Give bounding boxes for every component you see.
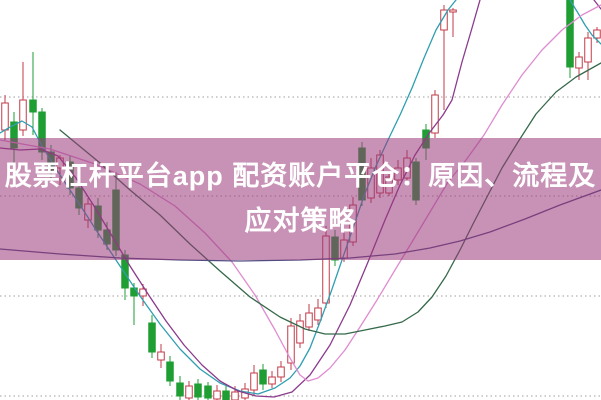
candle-up bbox=[296, 320, 304, 344]
candle-up bbox=[440, 9, 448, 31]
ma-mid-magenta bbox=[593, 0, 601, 10]
candle-up bbox=[593, 29, 601, 39]
candle-up bbox=[314, 307, 322, 321]
candle-up bbox=[431, 94, 439, 134]
candle-down bbox=[259, 369, 267, 385]
candle-down bbox=[166, 361, 174, 382]
ma-short-teal bbox=[569, 0, 601, 45]
candle-down bbox=[29, 99, 37, 113]
candle-up bbox=[213, 390, 221, 400]
candle-down bbox=[176, 382, 184, 397]
candle-up bbox=[1, 102, 9, 131]
candle-up bbox=[185, 385, 193, 399]
candle-up bbox=[19, 99, 27, 131]
candle-up bbox=[277, 366, 285, 378]
candle-down bbox=[222, 390, 230, 400]
candle-up bbox=[449, 9, 457, 13]
candle-up bbox=[231, 391, 239, 400]
candle-up bbox=[305, 312, 313, 328]
article-title-line1: 股票杠杆平台app 配资账户平仓：原因、流程及 bbox=[4, 161, 597, 191]
candle-down bbox=[148, 322, 156, 353]
candle-down bbox=[194, 383, 202, 398]
article-title-line2: 应对策略 bbox=[244, 206, 357, 236]
candle-up bbox=[139, 288, 147, 297]
candle-down bbox=[566, 0, 574, 68]
candle-up bbox=[268, 376, 276, 385]
candle-up bbox=[287, 325, 295, 364]
candle-up bbox=[584, 37, 592, 63]
title-banner: 股票杠杆平台app 配资账户平仓：原因、流程及 应对策略 bbox=[0, 138, 601, 260]
candle-up bbox=[575, 56, 583, 69]
candle-up bbox=[250, 372, 258, 391]
candle-down bbox=[130, 287, 138, 297]
candle-up bbox=[157, 351, 165, 361]
candle-down bbox=[204, 385, 212, 399]
